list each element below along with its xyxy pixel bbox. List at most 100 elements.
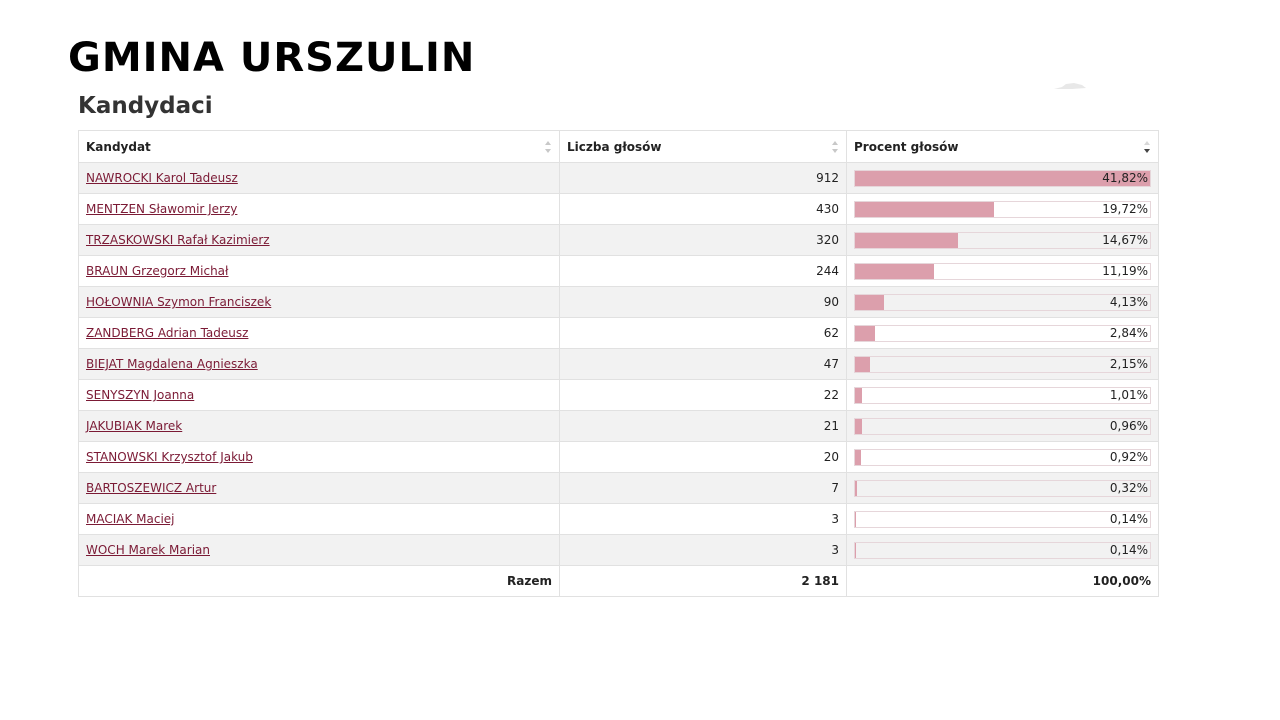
percent-value: 1,01% <box>1109 387 1148 402</box>
percent-cell: 0,14% <box>846 503 1159 535</box>
votes-cell: 244 <box>559 255 847 287</box>
percent-value: 2,15% <box>1109 356 1148 371</box>
candidate-link[interactable]: NAWROCKI Karol Tadeusz <box>86 171 238 185</box>
percent-bar: 2,15% <box>854 355 1151 373</box>
candidate-link[interactable]: BRAUN Grzegorz Michał <box>86 264 229 278</box>
percent-cell: 41,82% <box>846 162 1159 194</box>
votes-cell: 90 <box>559 286 847 318</box>
total-percent: 100,00% <box>846 565 1159 597</box>
votes-cell: 3 <box>559 503 847 535</box>
candidate-cell: HOŁOWNIA Szymon Franciszek <box>78 286 560 318</box>
percent-bar: 0,14% <box>854 541 1151 559</box>
percent-value: 4,13% <box>1109 294 1148 309</box>
percent-value: 0,14% <box>1109 511 1148 526</box>
table-row: BARTOSZEWICZ Artur 7 0,32% <box>78 472 1159 504</box>
percent-value: 2,84% <box>1109 325 1148 340</box>
candidate-link[interactable]: MACIAK Maciej <box>86 512 175 526</box>
table-header-row: Kandydat Liczba głosów Procent głosów <box>78 130 1159 163</box>
column-header-label: Kandydat <box>86 139 151 154</box>
percent-bar: 1,01% <box>854 386 1151 404</box>
percent-bar-fill <box>855 325 876 341</box>
votes-cell: 62 <box>559 317 847 349</box>
percent-value: 19,72% <box>1102 201 1148 216</box>
votes-cell: 912 <box>559 162 847 194</box>
candidate-link[interactable]: ZANDBERG Adrian Tadeusz <box>86 326 249 340</box>
percent-bar-fill <box>855 201 995 217</box>
page-title: GMINA URSZULIN <box>68 35 476 81</box>
percent-cell: 14,67% <box>846 224 1159 256</box>
percent-value: 0,14% <box>1109 542 1148 557</box>
percent-bar: 0,96% <box>854 417 1151 435</box>
table-row: HOŁOWNIA Szymon Franciszek 90 4,13% <box>78 286 1159 318</box>
percent-cell: 11,19% <box>846 255 1159 287</box>
votes-cell: 430 <box>559 193 847 225</box>
percent-value: 0,92% <box>1109 449 1148 464</box>
percent-bar-fill <box>855 356 871 372</box>
votes-cell: 21 <box>559 410 847 442</box>
candidate-link[interactable]: BARTOSZEWICZ Artur <box>86 481 217 495</box>
total-votes: 2 181 <box>559 565 847 597</box>
candidate-cell: JAKUBIAK Marek <box>78 410 560 442</box>
percent-value: 0,96% <box>1109 418 1148 433</box>
candidate-link[interactable]: SENYSZYN Joanna <box>86 388 195 402</box>
map-fragment-icon <box>1054 83 1086 89</box>
table-body: NAWROCKI Karol Tadeusz 912 41,82% MENTZEN S… <box>78 162 1159 566</box>
percent-bar: 2,84% <box>854 324 1151 342</box>
candidate-link[interactable]: HOŁOWNIA Szymon Franciszek <box>86 295 272 309</box>
percent-bar-fill <box>855 542 856 558</box>
percent-cell: 4,13% <box>846 286 1159 318</box>
candidates-table: Kandydat Liczba głosów Procent głosów <box>78 130 1159 597</box>
candidate-link[interactable]: JAKUBIAK Marek <box>86 419 183 433</box>
votes-cell: 7 <box>559 472 847 504</box>
percent-bar: 0,14% <box>854 510 1151 528</box>
candidate-cell: SENYSZYN Joanna <box>78 379 560 411</box>
sort-arrows-icon <box>545 141 551 153</box>
candidate-cell: BRAUN Grzegorz Michał <box>78 255 560 287</box>
votes-cell: 20 <box>559 441 847 473</box>
percent-bar-fill <box>855 511 856 527</box>
percent-value: 0,32% <box>1109 480 1148 495</box>
percent-cell: 2,15% <box>846 348 1159 380</box>
percent-bar: 19,72% <box>854 200 1151 218</box>
candidate-cell: TRZASKOWSKI Rafał Kazimierz <box>78 224 560 256</box>
percent-bar-fill <box>855 263 934 279</box>
percent-bar-fill <box>855 170 1150 186</box>
table-row: BIEJAT Magdalena Agnieszka 47 2,15% <box>78 348 1159 380</box>
percent-cell: 0,14% <box>846 534 1159 566</box>
candidate-cell: MENTZEN Sławomir Jerzy <box>78 193 560 225</box>
table-row: STANOWSKI Krzysztof Jakub 20 0,92% <box>78 441 1159 473</box>
table-row: JAKUBIAK Marek 21 0,96% <box>78 410 1159 442</box>
percent-cell: 2,84% <box>846 317 1159 349</box>
candidate-cell: NAWROCKI Karol Tadeusz <box>78 162 560 194</box>
total-label: Razem <box>78 565 560 597</box>
table-row: WOCH Marek Marian 3 0,14% <box>78 534 1159 566</box>
column-header-label: Liczba głosów <box>567 139 662 154</box>
table-row: BRAUN Grzegorz Michał 244 11,19% <box>78 255 1159 287</box>
percent-bar-fill <box>855 418 862 434</box>
candidate-link[interactable]: WOCH Marek Marian <box>86 543 210 557</box>
candidate-cell: WOCH Marek Marian <box>78 534 560 566</box>
section-title: Kandydaci <box>78 93 213 119</box>
votes-cell: 47 <box>559 348 847 380</box>
percent-cell: 0,96% <box>846 410 1159 442</box>
column-header-percent[interactable]: Procent głosów <box>846 130 1159 163</box>
table-row: ZANDBERG Adrian Tadeusz 62 2,84% <box>78 317 1159 349</box>
percent-bar-fill <box>855 232 959 248</box>
candidate-cell: MACIAK Maciej <box>78 503 560 535</box>
candidate-link[interactable]: TRZASKOWSKI Rafał Kazimierz <box>86 233 270 247</box>
percent-bar-fill <box>855 449 862 465</box>
table-row: SENYSZYN Joanna 22 1,01% <box>78 379 1159 411</box>
column-header-votes[interactable]: Liczba głosów <box>559 130 847 163</box>
candidate-link[interactable]: STANOWSKI Krzysztof Jakub <box>86 450 253 464</box>
percent-bar: 14,67% <box>854 231 1151 249</box>
candidate-link[interactable]: BIEJAT Magdalena Agnieszka <box>86 357 258 371</box>
column-header-candidate[interactable]: Kandydat <box>78 130 560 163</box>
percent-bar: 0,32% <box>854 479 1151 497</box>
percent-bar-fill <box>855 294 885 310</box>
table-row: MENTZEN Sławomir Jerzy 430 19,72% <box>78 193 1159 225</box>
candidate-link[interactable]: MENTZEN Sławomir Jerzy <box>86 202 238 216</box>
percent-bar: 41,82% <box>854 169 1151 187</box>
percent-value: 41,82% <box>1102 170 1148 185</box>
table-row: MACIAK Maciej 3 0,14% <box>78 503 1159 535</box>
